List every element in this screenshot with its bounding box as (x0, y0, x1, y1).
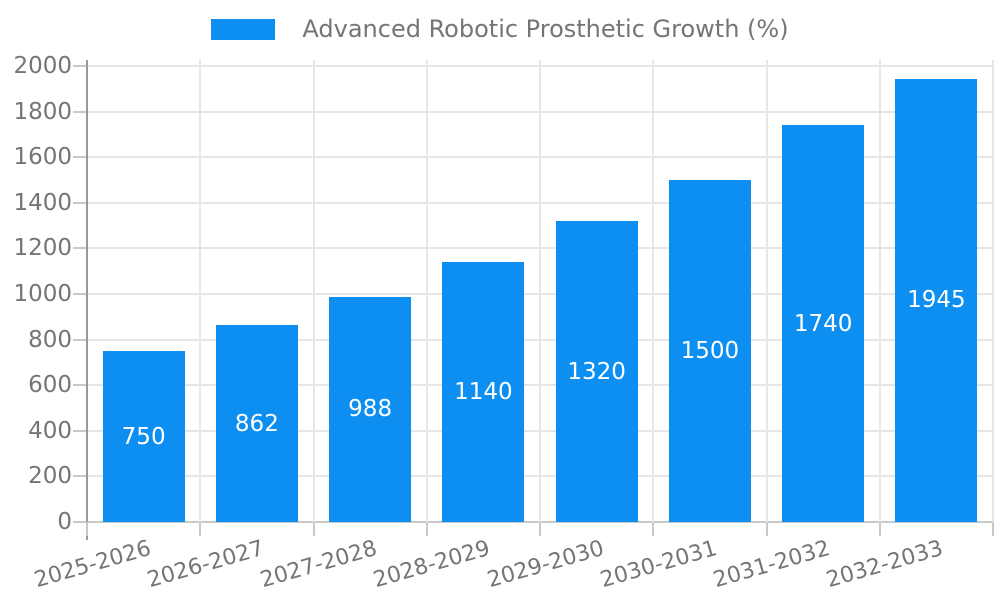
bar[interactable]: 1500 (668, 180, 751, 522)
y-axis-tick (73, 65, 87, 67)
y-axis-tick (73, 338, 87, 341)
bar-value-label: 1140 (454, 379, 513, 406)
x-axis-tick (878, 522, 881, 536)
y-axis-tick-label: 800 (28, 326, 72, 353)
gridline-vertical (539, 60, 541, 522)
y-axis-tick (73, 429, 87, 432)
gridline-vertical (992, 60, 994, 522)
x-axis-tick-label: 2027-2028 (257, 536, 381, 594)
y-axis-tick (73, 384, 87, 387)
bar[interactable]: 1140 (442, 262, 525, 522)
bar-value-label: 1740 (793, 310, 853, 337)
bar-value-label: 750 (121, 423, 166, 450)
y-axis-tick-label: 200 (28, 463, 72, 490)
legend: Advanced Robotic Prosthetic Growth (%) (0, 15, 1000, 43)
x-axis-tick-label: 2032-2033 (824, 536, 947, 594)
gridline-vertical (312, 60, 315, 522)
y-axis-tick-label: 0 (57, 509, 72, 535)
y-axis-tick-label: 1400 (13, 189, 72, 216)
x-axis-tick (992, 522, 994, 536)
gridline-vertical (425, 60, 428, 522)
bar-value-label: 862 (234, 410, 279, 437)
y-axis-tick (73, 521, 87, 523)
x-axis-tick-label: 2031-2032 (710, 536, 834, 594)
gridline-vertical (878, 60, 881, 522)
y-axis-tick (73, 293, 87, 295)
y-axis-tick (73, 247, 87, 250)
x-axis-tick-label: 2029-2030 (484, 536, 607, 594)
bar[interactable]: 1320 (555, 221, 638, 522)
x-axis-tick (199, 522, 202, 536)
x-axis-tick (539, 522, 541, 536)
legend-label: Advanced Robotic Prosthetic Growth (%) (302, 15, 789, 43)
y-axis-tick-label: 1000 (13, 281, 72, 307)
y-axis-tick-label: 1600 (13, 144, 72, 171)
y-axis-tick (73, 475, 87, 478)
bar-value-label: 1945 (907, 287, 966, 314)
bar-value-label: 988 (348, 396, 393, 423)
gridline-vertical (765, 60, 768, 522)
bar-value-label: 1320 (567, 358, 626, 385)
bar[interactable]: 988 (329, 296, 412, 522)
x-axis-tick-label: 2028-2029 (371, 536, 494, 594)
bar[interactable]: 862 (215, 325, 298, 522)
x-axis-tick (425, 522, 428, 536)
x-axis-tick (312, 522, 315, 536)
bar[interactable]: 1945 (895, 78, 978, 522)
legend-item[interactable]: Advanced Robotic Prosthetic Growth (%) (211, 15, 789, 43)
y-axis-tick-label: 1800 (13, 98, 72, 125)
y-axis-tick-label: 600 (28, 372, 72, 399)
y-axis-tick-label: 400 (28, 417, 72, 444)
x-axis-tick (86, 522, 88, 536)
x-axis-tick-label: 2026-2027 (144, 536, 267, 594)
y-axis-tick (73, 156, 87, 159)
y-axis-tick (73, 110, 87, 113)
legend-color-swatch (211, 18, 276, 40)
x-axis-tick (765, 522, 768, 536)
bar[interactable]: 1740 (782, 125, 865, 522)
gridline-vertical (199, 60, 202, 522)
y-axis-tick-label: 2000 (13, 53, 72, 79)
x-axis-tick-label: 2025-2026 (31, 536, 154, 594)
x-axis-tick-label: 2030-2031 (597, 536, 720, 594)
bar-value-label: 1500 (680, 338, 740, 364)
x-axis-tick (652, 522, 655, 536)
y-axis-line (86, 60, 88, 540)
y-axis-tick-label: 1200 (13, 235, 72, 262)
bar[interactable]: 750 (102, 351, 185, 522)
gridline-vertical (652, 60, 655, 522)
y-axis-tick (73, 201, 87, 204)
